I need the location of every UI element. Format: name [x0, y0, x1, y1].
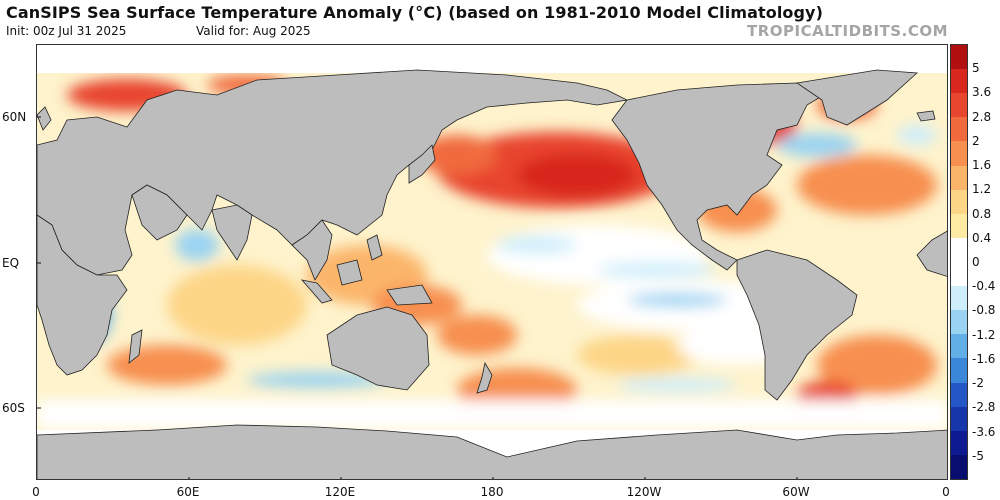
- arabia-land: [131, 184, 188, 241]
- colorbar-label: 2: [972, 133, 980, 148]
- sumatra-land: [300, 279, 333, 304]
- lon-label-0-east: 0: [942, 485, 950, 499]
- australia-land: [326, 306, 430, 391]
- colorbar-segment: [951, 382, 967, 407]
- antarctica-land: [37, 424, 947, 479]
- colorbar-label: 3.6: [972, 85, 992, 100]
- colorbar-label: -0.4: [972, 279, 996, 294]
- lat-label-60s: 60S: [2, 401, 25, 415]
- philippines-land: [366, 234, 383, 261]
- colorbar-segment: [951, 117, 967, 142]
- lon-label-120e: 120E: [324, 485, 356, 499]
- lon-label-60e: 60E: [176, 485, 200, 499]
- map-title: CanSIPS Sea Surface Temperature Anomaly …: [6, 3, 824, 22]
- colorbar-segment: [951, 430, 967, 455]
- japan-land: [408, 144, 436, 184]
- lon-label-120w: 120W: [626, 485, 662, 499]
- map-canvas: [37, 45, 947, 479]
- north-america-land: [611, 82, 828, 271]
- colorbar-label: 1.2: [972, 182, 992, 197]
- colorbar-segment: [951, 189, 967, 214]
- new-zealand-land: [476, 361, 493, 394]
- colorbar-label: -1.2: [972, 327, 996, 342]
- brand-watermark: TROPICALTIDBITS.COM: [747, 22, 948, 40]
- colorbar-segment: [951, 165, 967, 190]
- indochina-land: [291, 219, 333, 281]
- africa-west-land: [916, 230, 947, 277]
- lon-label-0: 0: [32, 485, 40, 499]
- lat-label-eq: EQ: [2, 256, 20, 270]
- colorbar-label: -1.6: [972, 351, 996, 366]
- india-land: [211, 204, 253, 261]
- colorbar: [950, 44, 968, 480]
- colorbar-segment: [951, 213, 967, 238]
- africa-land: [37, 214, 128, 376]
- eurasia-land: [37, 69, 629, 276]
- colorbar-label: -0.8: [972, 303, 996, 318]
- colorbar-segment: [951, 237, 967, 262]
- lat-label-60n: 60N: [2, 110, 27, 124]
- colorbar-label: 0.8: [972, 206, 992, 221]
- colorbar-segment: [951, 286, 967, 311]
- iceland-land: [916, 110, 936, 122]
- colorbar-label: 2.8: [972, 109, 992, 124]
- lon-label-60w: 60W: [782, 485, 810, 499]
- colorbar-label: 0: [972, 255, 980, 269]
- new-guinea-land: [386, 284, 433, 306]
- valid-time: Valid for: Aug 2025: [196, 24, 311, 38]
- colorbar-segment: [951, 454, 967, 479]
- colorbar-segment: [951, 261, 967, 287]
- land-masses: [37, 69, 947, 479]
- colorbar-label: 1.6: [972, 158, 992, 173]
- colorbar-segment: [951, 93, 967, 118]
- colorbar-segment: [951, 334, 967, 359]
- madagascar-land: [128, 329, 143, 364]
- colorbar-label: -2.8: [972, 400, 996, 415]
- map-ticks: [37, 116, 798, 479]
- sst-anomaly-map: [36, 44, 948, 480]
- colorbar-label: -2: [972, 376, 984, 391]
- uk-land: [37, 106, 52, 131]
- borneo-land: [336, 259, 363, 286]
- colorbar-label: 5: [972, 61, 980, 76]
- colorbar-segment: [951, 45, 967, 70]
- colorbar-segment: [951, 406, 967, 431]
- greenland-land: [795, 69, 918, 126]
- lon-label-180: 180: [480, 485, 504, 499]
- init-time: Init: 00z Jul 31 2025: [6, 24, 127, 38]
- colorbar-segment: [951, 141, 967, 166]
- colorbar-label: 0.4: [972, 230, 992, 245]
- colorbar-label: -3.6: [972, 424, 996, 439]
- colorbar-label: -5: [972, 448, 984, 463]
- colorbar-segment: [951, 310, 967, 335]
- colorbar-segment: [951, 69, 967, 94]
- colorbar-segment: [951, 358, 967, 383]
- south-america-land: [736, 249, 858, 401]
